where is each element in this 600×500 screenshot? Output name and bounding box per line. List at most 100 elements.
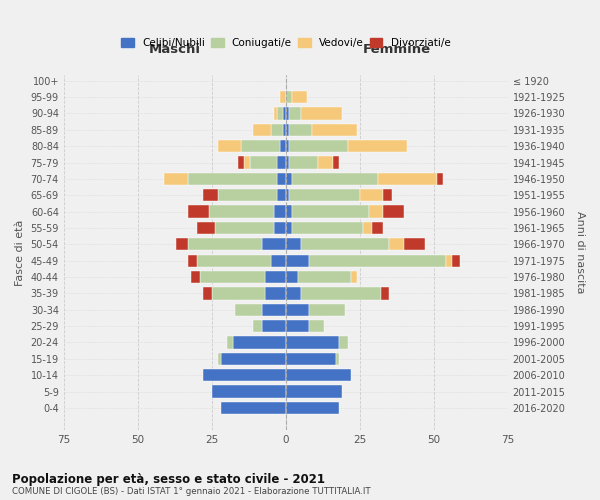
Legend: Celibi/Nubili, Coniugati/e, Vedovi/e, Divorziati/e: Celibi/Nubili, Coniugati/e, Vedovi/e, Di… xyxy=(117,34,455,52)
Bar xyxy=(221,402,286,414)
Bar xyxy=(227,336,233,348)
Bar xyxy=(265,271,286,283)
Bar xyxy=(351,271,357,283)
Bar xyxy=(313,124,357,136)
Y-axis label: Fasce di età: Fasce di età xyxy=(15,220,25,286)
Bar xyxy=(446,254,452,267)
Bar xyxy=(209,206,274,218)
Bar xyxy=(212,386,286,398)
Bar xyxy=(404,238,425,250)
Bar xyxy=(197,254,271,267)
Bar xyxy=(277,173,286,185)
Bar xyxy=(289,108,301,120)
Text: Femmine: Femmine xyxy=(363,43,431,56)
Bar xyxy=(289,124,313,136)
Bar xyxy=(383,189,392,202)
Bar xyxy=(262,304,286,316)
Bar xyxy=(286,336,339,348)
Bar xyxy=(286,222,292,234)
Bar xyxy=(271,254,286,267)
Bar xyxy=(319,156,333,168)
Bar xyxy=(215,222,274,234)
Y-axis label: Anni di nascita: Anni di nascita xyxy=(575,211,585,294)
Bar xyxy=(292,91,307,104)
Bar xyxy=(286,156,289,168)
Bar xyxy=(280,91,286,104)
Bar xyxy=(301,108,342,120)
Bar xyxy=(238,156,244,168)
Bar xyxy=(286,124,289,136)
Bar xyxy=(283,124,286,136)
Bar xyxy=(289,189,360,202)
Bar xyxy=(368,206,383,218)
Bar xyxy=(286,91,292,104)
Bar xyxy=(383,206,404,218)
Bar xyxy=(310,254,446,267)
Bar xyxy=(244,156,250,168)
Bar xyxy=(233,336,286,348)
Bar xyxy=(286,304,310,316)
Bar xyxy=(203,189,218,202)
Bar xyxy=(301,287,380,300)
Bar xyxy=(283,108,286,120)
Bar xyxy=(286,189,289,202)
Bar xyxy=(286,386,342,398)
Bar xyxy=(286,238,301,250)
Bar xyxy=(212,287,265,300)
Bar xyxy=(188,173,277,185)
Bar xyxy=(286,254,310,267)
Bar xyxy=(253,320,262,332)
Bar xyxy=(271,124,283,136)
Bar xyxy=(188,206,209,218)
Bar xyxy=(203,287,212,300)
Bar xyxy=(262,320,286,332)
Bar xyxy=(360,189,383,202)
Bar xyxy=(176,238,188,250)
Bar xyxy=(221,352,286,365)
Bar xyxy=(286,320,310,332)
Bar xyxy=(250,156,277,168)
Bar xyxy=(298,271,351,283)
Bar xyxy=(164,173,188,185)
Bar xyxy=(286,287,301,300)
Bar xyxy=(437,173,443,185)
Bar xyxy=(310,320,324,332)
Bar xyxy=(235,304,262,316)
Bar xyxy=(289,140,348,152)
Bar xyxy=(336,352,339,365)
Bar xyxy=(292,206,368,218)
Bar xyxy=(371,222,383,234)
Bar xyxy=(277,108,283,120)
Bar xyxy=(286,140,289,152)
Bar xyxy=(389,238,404,250)
Bar xyxy=(286,369,351,382)
Bar xyxy=(188,254,197,267)
Bar xyxy=(310,304,345,316)
Bar xyxy=(286,173,292,185)
Text: Popolazione per età, sesso e stato civile - 2021: Popolazione per età, sesso e stato civil… xyxy=(12,472,325,486)
Bar xyxy=(348,140,407,152)
Bar xyxy=(377,173,437,185)
Bar xyxy=(380,287,389,300)
Bar xyxy=(274,206,286,218)
Bar xyxy=(363,222,371,234)
Bar xyxy=(241,140,280,152)
Bar xyxy=(339,336,348,348)
Bar xyxy=(218,189,277,202)
Bar xyxy=(218,352,221,365)
Bar xyxy=(286,271,298,283)
Bar xyxy=(333,156,339,168)
Bar xyxy=(286,402,339,414)
Bar xyxy=(262,238,286,250)
Bar xyxy=(197,222,215,234)
Bar xyxy=(191,271,200,283)
Bar xyxy=(203,369,286,382)
Bar xyxy=(292,173,377,185)
Bar xyxy=(277,156,286,168)
Bar xyxy=(286,352,336,365)
Bar xyxy=(277,189,286,202)
Bar xyxy=(200,271,265,283)
Text: Maschi: Maschi xyxy=(149,43,201,56)
Bar xyxy=(292,222,363,234)
Bar xyxy=(265,287,286,300)
